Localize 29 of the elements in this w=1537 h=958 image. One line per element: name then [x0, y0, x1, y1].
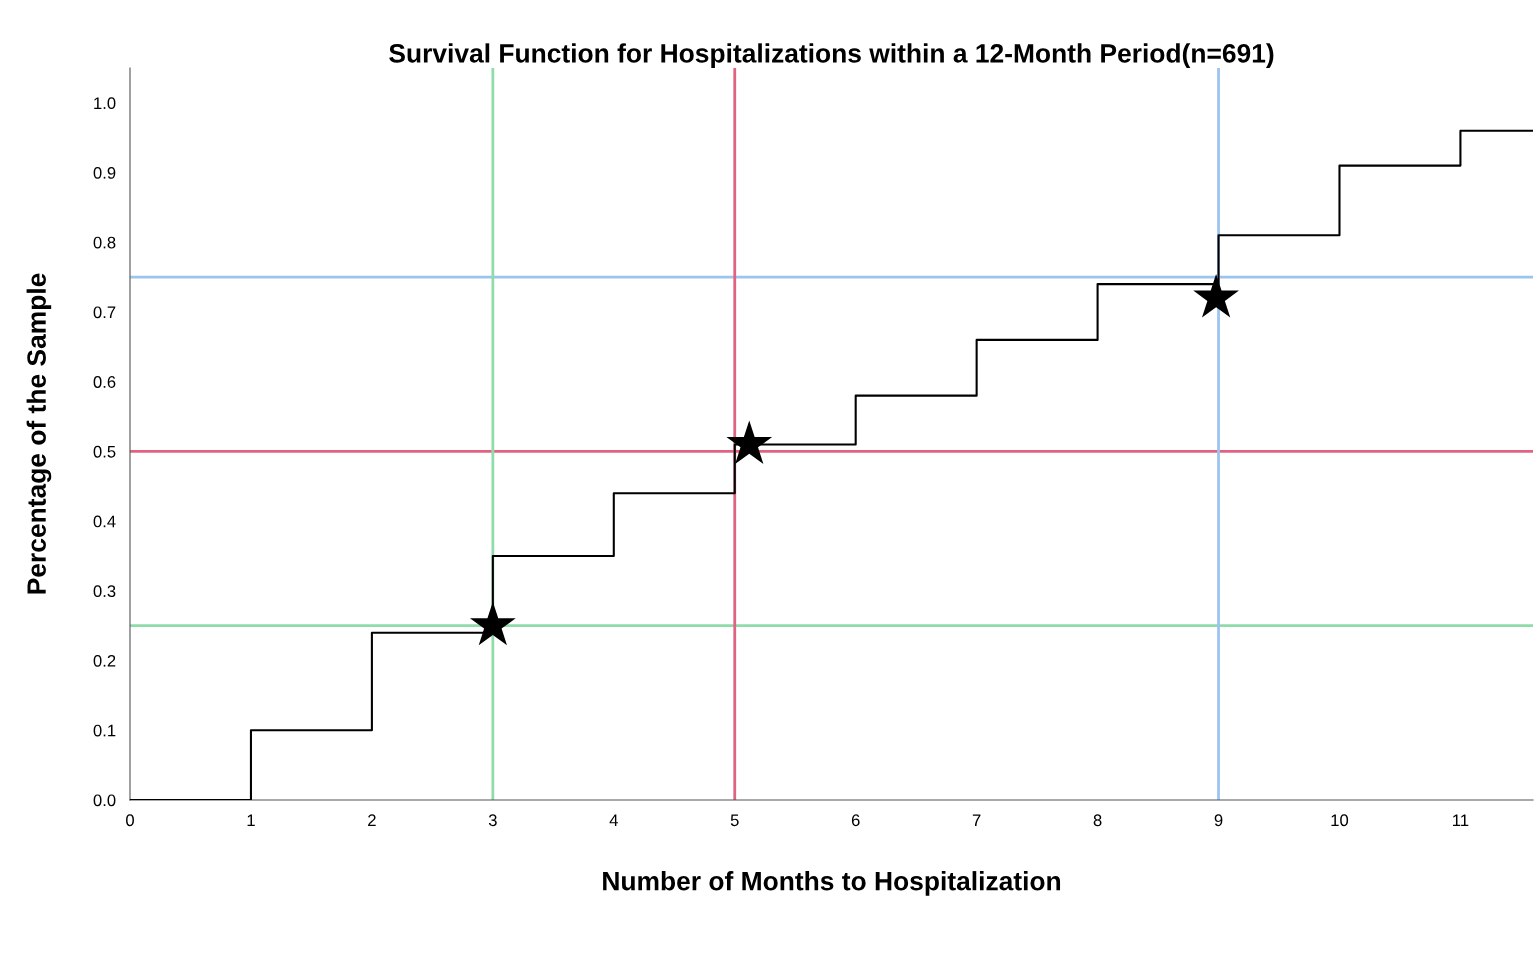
y-axis-title: Percentage of the Sample: [26, 273, 52, 594]
point: [1193, 274, 1239, 318]
y-tick-label: 0.5: [93, 445, 116, 458]
x-tick-label: 4: [609, 814, 618, 826]
x-tick-label: 1: [247, 814, 255, 826]
y-tick-label: 0.0: [93, 794, 116, 807]
chart-title: Survival Function for Hospitalizations within a 12-Month Period(n=691): [389, 43, 1274, 68]
y-tick-label: 0.3: [93, 585, 116, 598]
x-tick-label: 3: [488, 814, 497, 827]
x-tick-label: 10: [1331, 814, 1349, 827]
point: [726, 420, 773, 464]
y-tick-label: 0.2: [93, 654, 116, 667]
y-tick-label: 0.7: [93, 306, 116, 319]
x-tick-label: 6: [851, 814, 860, 827]
x-axis-title: Number of Months to Hospitalization: [603, 871, 1061, 896]
point: [469, 601, 516, 646]
y-tick-label: 0.1: [93, 724, 116, 737]
x-tick-label: 8: [1093, 814, 1102, 827]
x-tick-label: 0: [126, 814, 134, 827]
y-tick-label: 1.0: [94, 97, 116, 110]
y-tick-label: 0.6: [93, 376, 116, 388]
y-tick-label: 0.4: [93, 515, 116, 528]
x-tick-label: 9: [1214, 814, 1223, 827]
x-tick-label: 5: [730, 814, 739, 827]
x-tick-label: 2: [368, 814, 376, 826]
y-tick-label: 0.8: [93, 236, 116, 249]
x-tick-label: 7: [972, 814, 981, 826]
y-tick-label: 0.9: [93, 166, 116, 179]
x-tick-label: 11: [1453, 814, 1469, 826]
